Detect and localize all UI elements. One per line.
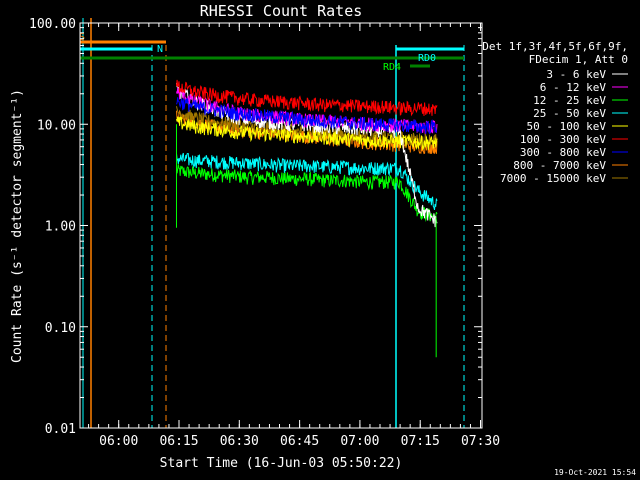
y-tick-label: 0.01 (45, 422, 76, 437)
chart-title: RHESSI Count Rates (200, 2, 363, 20)
x-tick-label: 06:45 (280, 434, 319, 449)
flag-bars: S N RD0 RD4 (79, 32, 464, 73)
flag-label-n: N (157, 44, 163, 55)
x-axis: 06:00 06:15 06:30 06:45 07:00 07:15 07:30 (88, 23, 500, 449)
x-tick-label: 06:30 (220, 434, 259, 449)
y-tick-label: 0.10 (45, 321, 76, 336)
flag-lines (82, 18, 465, 428)
x-tick-label: 06:15 (159, 434, 198, 449)
flag-label-rd0: RD0 (418, 53, 436, 64)
plot-frame (79, 22, 483, 429)
x-tick-label: 07:00 (340, 434, 379, 449)
legend-label: 3 - 6 keV (546, 68, 606, 81)
legend-header-2: FDecim 1, Att 0 (529, 53, 628, 66)
y-tick-label: 100.00 (29, 17, 76, 32)
x-axis-label: Start Time (16-Jun-03 05:50:22) (160, 456, 403, 471)
legend-label: 100 - 300 keV (520, 133, 606, 146)
y-axis-label: Count Rate (s⁻¹ detector segment⁻¹) (10, 89, 25, 363)
series-line (176, 164, 438, 224)
x-tick-label: 06:00 (99, 434, 138, 449)
series-line (176, 79, 438, 117)
series-line (176, 97, 438, 135)
legend-label: 25 - 50 keV (533, 107, 606, 120)
legend-label: 50 - 100 keV (527, 120, 607, 133)
y-axis: 100.00 10.00 1.00 0.10 0.01 (29, 17, 482, 437)
legend: Det 1f,3f,4f,5f,6f,9f, FDecim 1, Att 0 3… (482, 40, 628, 185)
y-tick-label: 1.00 (45, 220, 76, 235)
flag-label-s: S (79, 32, 85, 43)
legend-header-1: Det 1f,3f,4f,5f,6f,9f, (482, 40, 628, 53)
series-layer (175, 79, 438, 358)
flag-label-rd4: RD4 (383, 62, 401, 73)
series-line (176, 152, 438, 211)
series-line (176, 116, 438, 151)
y-tick-label: 10.00 (37, 118, 76, 133)
legend-label: 7000 - 15000 keV (500, 172, 606, 185)
legend-label: 6 - 12 keV (540, 81, 607, 94)
legend-label: 300 - 800 keV (520, 146, 606, 159)
timestamp: 19-Oct-2021 15:54 (554, 468, 636, 477)
x-tick-label: 07:15 (401, 434, 440, 449)
x-tick-label: 07:30 (461, 434, 500, 449)
legend-label: 800 - 7000 keV (513, 159, 606, 172)
legend-label: 12 - 25 keV (533, 94, 606, 107)
